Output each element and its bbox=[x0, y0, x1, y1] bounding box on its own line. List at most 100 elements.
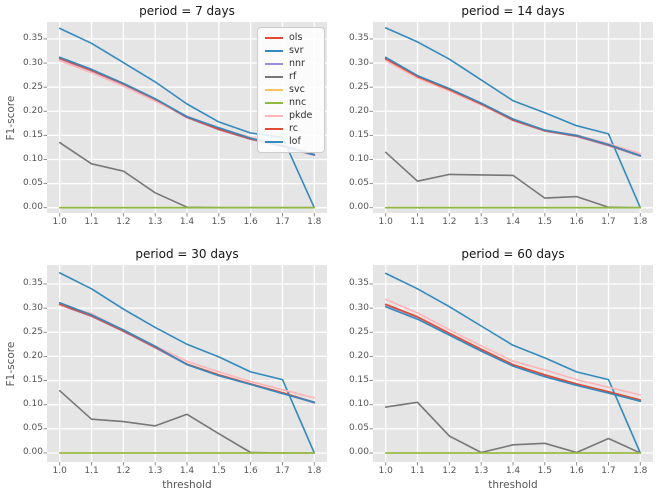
y-tick-label: 0.15 bbox=[22, 129, 43, 140]
legend-item: nnc bbox=[265, 96, 320, 109]
y-tick-label: 0.20 bbox=[348, 105, 369, 116]
legend-item: lof bbox=[265, 135, 320, 148]
subplot-title: period = 14 days bbox=[461, 4, 565, 18]
series-line-rc bbox=[384, 303, 642, 401]
y-tick-label: 0.10 bbox=[22, 399, 43, 410]
x-tick-label: 1.2 bbox=[116, 466, 131, 476]
x-tick-label: 1.3 bbox=[148, 217, 163, 227]
legend-line-swatch-svr bbox=[265, 50, 283, 53]
legend-item-label: nnc bbox=[289, 96, 307, 108]
x-tick-label: 1.7 bbox=[275, 217, 290, 227]
x-tick-label: 1.5 bbox=[211, 466, 226, 476]
y-tick-label: 0.05 bbox=[22, 423, 43, 434]
subplot-14-days bbox=[369, 22, 653, 217]
legend-line-swatch-nnc bbox=[265, 101, 283, 104]
y-tick-label: 0.10 bbox=[22, 153, 43, 164]
legend-item-label: rf bbox=[289, 71, 297, 83]
x-tick-label: 1.4 bbox=[505, 466, 521, 476]
x-tick-label: 1.1 bbox=[84, 466, 99, 476]
x-tick-label: 1.8 bbox=[633, 466, 648, 476]
series-line-lof bbox=[384, 56, 642, 157]
x-tick-label: 1.7 bbox=[275, 466, 290, 476]
y-tick-label: 0.00 bbox=[348, 447, 369, 458]
x-tick-label: 1.6 bbox=[243, 217, 258, 227]
series-line-rf bbox=[384, 401, 642, 454]
y-tick-label: 0.30 bbox=[348, 57, 369, 68]
y-tick-label: 0.25 bbox=[22, 326, 43, 337]
series-line-lof bbox=[58, 301, 316, 404]
legend-item: rc bbox=[265, 122, 320, 135]
y-tick-label: 0.15 bbox=[348, 129, 369, 140]
x-tick-label: 1.8 bbox=[633, 217, 648, 227]
x-tick-label: 1.6 bbox=[569, 217, 584, 227]
legend-item-label: pkde bbox=[289, 109, 313, 121]
y-tick-label: 0.00 bbox=[22, 202, 43, 213]
y-tick-label: 0.30 bbox=[22, 57, 43, 68]
x-tick-label: 1.5 bbox=[537, 217, 552, 227]
y-tick-label: 0.10 bbox=[348, 153, 369, 164]
legend-item-label: ols bbox=[289, 32, 303, 44]
series-line-svr bbox=[58, 272, 316, 454]
x-tick-label: 1.0 bbox=[52, 217, 67, 227]
y-tick-label: 0.20 bbox=[22, 350, 43, 361]
series-line-rf bbox=[384, 151, 642, 209]
y-tick-label: 0.05 bbox=[348, 178, 369, 189]
legend-line-swatch-ols bbox=[265, 37, 283, 40]
x-tick-label: 1.4 bbox=[505, 217, 521, 227]
y-axis-label: F1-score bbox=[5, 341, 17, 386]
legend-line-swatch-svc bbox=[265, 89, 283, 91]
y-tick-label: 0.00 bbox=[22, 447, 43, 458]
legend-line-swatch-nnr bbox=[265, 63, 283, 66]
y-tick-label: 0.35 bbox=[22, 278, 43, 289]
legend-item: rf bbox=[265, 71, 320, 84]
x-tick-label: 1.4 bbox=[179, 217, 195, 227]
y-tick-label: 0.35 bbox=[348, 278, 369, 289]
legend-item-label: nnr bbox=[289, 58, 305, 70]
x-tick-label: 1.6 bbox=[569, 466, 584, 476]
subplot-60-days bbox=[369, 265, 653, 466]
legend-item: svr bbox=[265, 45, 320, 58]
y-tick-label: 0.00 bbox=[348, 202, 369, 213]
x-tick-label: 1.5 bbox=[537, 466, 552, 476]
y-tick-label: 0.30 bbox=[348, 302, 369, 313]
y-tick-label: 0.30 bbox=[22, 302, 43, 313]
x-tick-label: 1.3 bbox=[474, 217, 489, 227]
x-tick-label: 1.2 bbox=[442, 466, 457, 476]
subplot-title: period = 7 days bbox=[139, 4, 235, 18]
series-line-pkde bbox=[384, 298, 642, 396]
legend-line-swatch-lof bbox=[265, 140, 283, 143]
x-tick-label: 1.2 bbox=[116, 217, 131, 227]
series-line-svr bbox=[384, 272, 642, 454]
y-tick-label: 0.05 bbox=[22, 178, 43, 189]
x-tick-label: 1.5 bbox=[211, 217, 226, 227]
subplot-title: period = 60 days bbox=[461, 247, 565, 261]
x-tick-label: 1.3 bbox=[148, 466, 163, 476]
y-tick-label: 0.35 bbox=[348, 33, 369, 44]
x-tick-label: 1.1 bbox=[410, 217, 425, 227]
y-axis-label: F1-score bbox=[5, 95, 17, 140]
legend-item: ols bbox=[265, 32, 320, 45]
legend-line-swatch-rf bbox=[265, 76, 283, 79]
x-tick-label: 1.4 bbox=[179, 466, 195, 476]
series-line-svr bbox=[384, 27, 642, 209]
series-line-lof bbox=[384, 305, 642, 403]
x-tick-label: 1.8 bbox=[307, 217, 322, 227]
legend-line-swatch-pkde bbox=[265, 114, 283, 117]
x-tick-label: 1.2 bbox=[442, 217, 457, 227]
x-tick-label: 1.3 bbox=[474, 466, 489, 476]
legend-line-swatch-rc bbox=[265, 127, 283, 130]
legend-item-label: svr bbox=[289, 45, 304, 57]
x-tick-label: 1.0 bbox=[378, 466, 393, 476]
y-tick-label: 0.20 bbox=[22, 105, 43, 116]
subplot-title: period = 30 days bbox=[135, 247, 239, 261]
legend-item-label: rc bbox=[289, 122, 298, 134]
x-tick-label: 1.8 bbox=[307, 466, 322, 476]
y-tick-label: 0.15 bbox=[22, 375, 43, 386]
y-tick-label: 0.20 bbox=[348, 350, 369, 361]
y-tick-label: 0.10 bbox=[348, 399, 369, 410]
legend-item: nnr bbox=[265, 58, 320, 71]
plot-area bbox=[43, 265, 327, 466]
y-tick-label: 0.15 bbox=[348, 375, 369, 386]
x-tick-label: 1.7 bbox=[601, 217, 616, 227]
